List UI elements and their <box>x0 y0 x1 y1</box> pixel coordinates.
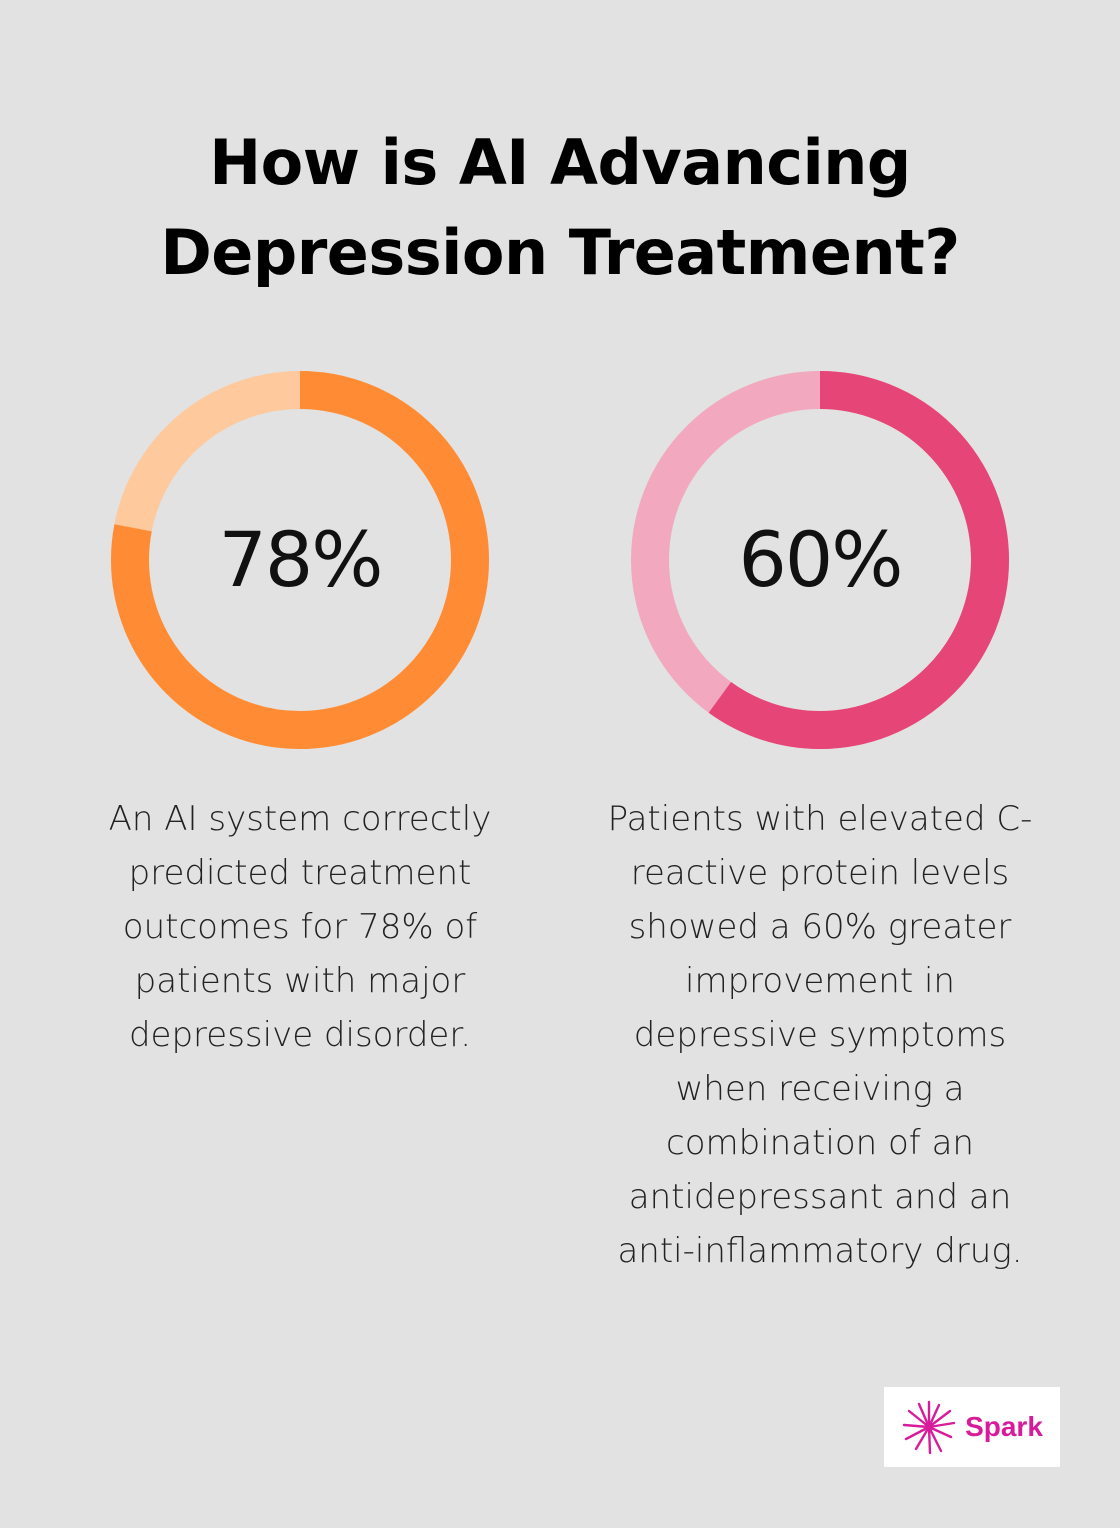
stat-card-ai-prediction: 78% An AI system correctly predicted tre… <box>60 360 540 1062</box>
stat-description: An AI system correctly predicted treatme… <box>108 799 492 1055</box>
stat-percentage: 60% <box>738 515 904 604</box>
stat-percentage: 78% <box>218 515 384 604</box>
stat-card-crp-improvement: 60% Patients with elevated C-reactive pr… <box>580 360 1060 1278</box>
donut-svg <box>111 371 489 749</box>
spark-logo: Spark <box>884 1387 1060 1467</box>
donut-progress-arc <box>111 371 489 749</box>
donut-progress-arc <box>631 371 1009 749</box>
donut-chart: 60% <box>620 360 1020 760</box>
page-title: How is AI Advancing Depression Treatment… <box>160 126 960 289</box>
donut-chart: 78% <box>100 360 500 760</box>
donut-svg <box>631 371 1009 749</box>
stat-description: Patients with elevated C-reactive protei… <box>607 799 1033 1271</box>
starburst-icon <box>902 1400 956 1455</box>
logo-text: Spark <box>965 1411 1043 1442</box>
